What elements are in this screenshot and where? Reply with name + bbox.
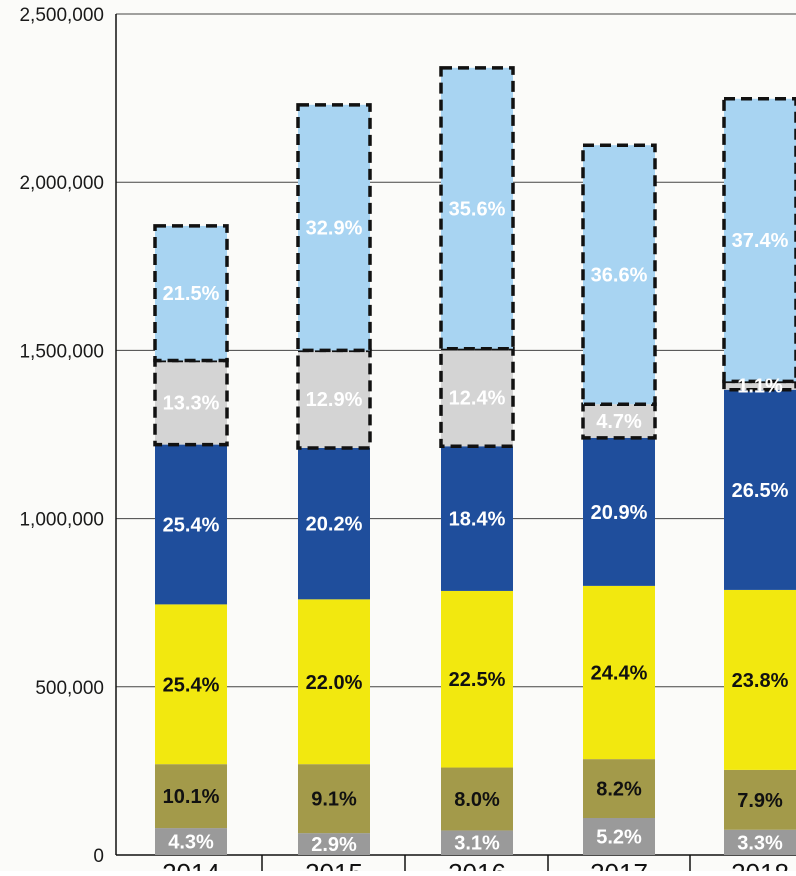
bar-segment [296, 103, 372, 353]
bar-segment [153, 224, 229, 363]
data-label: 12.4% [449, 387, 506, 409]
bar-segment [724, 769, 796, 830]
bar-segment [441, 446, 513, 591]
x-tick-label: 2016 [448, 858, 506, 871]
bar-segment [724, 389, 796, 590]
data-label: 22.0% [306, 672, 363, 694]
data-label: 20.9% [591, 502, 648, 524]
bar-segment [298, 764, 370, 834]
bar-segment [155, 444, 227, 605]
x-tick-label: 2014 [162, 858, 220, 871]
data-label: 10.1% [163, 786, 220, 808]
data-label: 35.6% [449, 198, 506, 220]
tick-labels: 0 500,000 1,000,000 1,500,000 2,000,000 2,500… [19, 5, 789, 876]
data-label: 5.2% [596, 826, 642, 848]
x-tick-label: 2018 [731, 858, 789, 871]
y-tick-label: 2,000,000 [19, 173, 104, 194]
bar-segment [155, 764, 227, 829]
bar-segment [441, 590, 513, 768]
segment-labels: 4.3% 10.1% 25.4% 25.4% 13.3% 21.5% 2.9% 9.1% 22.… [163, 198, 789, 856]
bar-segment [439, 346, 515, 449]
bar-segment [581, 402, 657, 440]
bar-segment [583, 759, 655, 818]
bar-segment [296, 348, 372, 450]
data-label: 25.4% [163, 674, 220, 696]
data-label: 21.5% [163, 283, 220, 305]
bar-segment [298, 833, 370, 855]
data-label: 8.2% [596, 779, 642, 801]
bar-segment [583, 817, 655, 855]
bar-segment [724, 589, 796, 770]
data-label: 37.4% [732, 230, 789, 252]
data-label: 18.4% [449, 509, 506, 531]
data-label: 23.8% [732, 670, 789, 692]
data-label: 20.2% [306, 514, 363, 536]
data-label: 8.0% [454, 789, 500, 811]
bar-segment [583, 437, 655, 586]
data-label: 3.3% [737, 832, 783, 854]
bar-segment [581, 143, 657, 406]
data-label: 4.3% [168, 832, 214, 854]
data-label: 36.6% [591, 265, 648, 287]
data-label: 26.5% [732, 480, 789, 502]
data-label: 12.9% [306, 389, 363, 411]
data-label: 1.1% [737, 376, 783, 398]
x-tick-label: 2015 [305, 858, 363, 871]
data-label: 13.3% [163, 393, 220, 415]
data-label: 9.1% [311, 789, 357, 811]
bar-segment [583, 585, 655, 760]
bar-segment [155, 604, 227, 765]
data-label: 32.9% [306, 218, 363, 240]
y-tick-label: 500,000 [35, 678, 104, 699]
data-label: 2.9% [311, 834, 357, 856]
bar-segment [441, 830, 513, 855]
bar-segment [439, 66, 515, 351]
data-label: 22.5% [449, 669, 506, 691]
y-tick-label: 1,000,000 [19, 510, 104, 531]
data-label: 7.9% [737, 790, 783, 812]
y-tick-label: 0 [93, 846, 104, 867]
y-tick-label: 1,500,000 [19, 341, 104, 362]
data-label: 25.4% [163, 514, 220, 536]
bar-segment [441, 767, 513, 831]
bar-segment [298, 599, 370, 765]
bars [153, 66, 796, 855]
bar-segment [724, 829, 796, 855]
x-tick-label: 2017 [590, 858, 648, 871]
bar-segment [155, 828, 227, 855]
data-label: 3.1% [454, 833, 500, 855]
y-tick-label: 2,500,000 [19, 5, 104, 26]
bar-segment [298, 447, 370, 600]
bar-segment [722, 97, 796, 384]
data-label: 24.4% [591, 663, 648, 685]
data-label: 4.7% [596, 411, 642, 433]
